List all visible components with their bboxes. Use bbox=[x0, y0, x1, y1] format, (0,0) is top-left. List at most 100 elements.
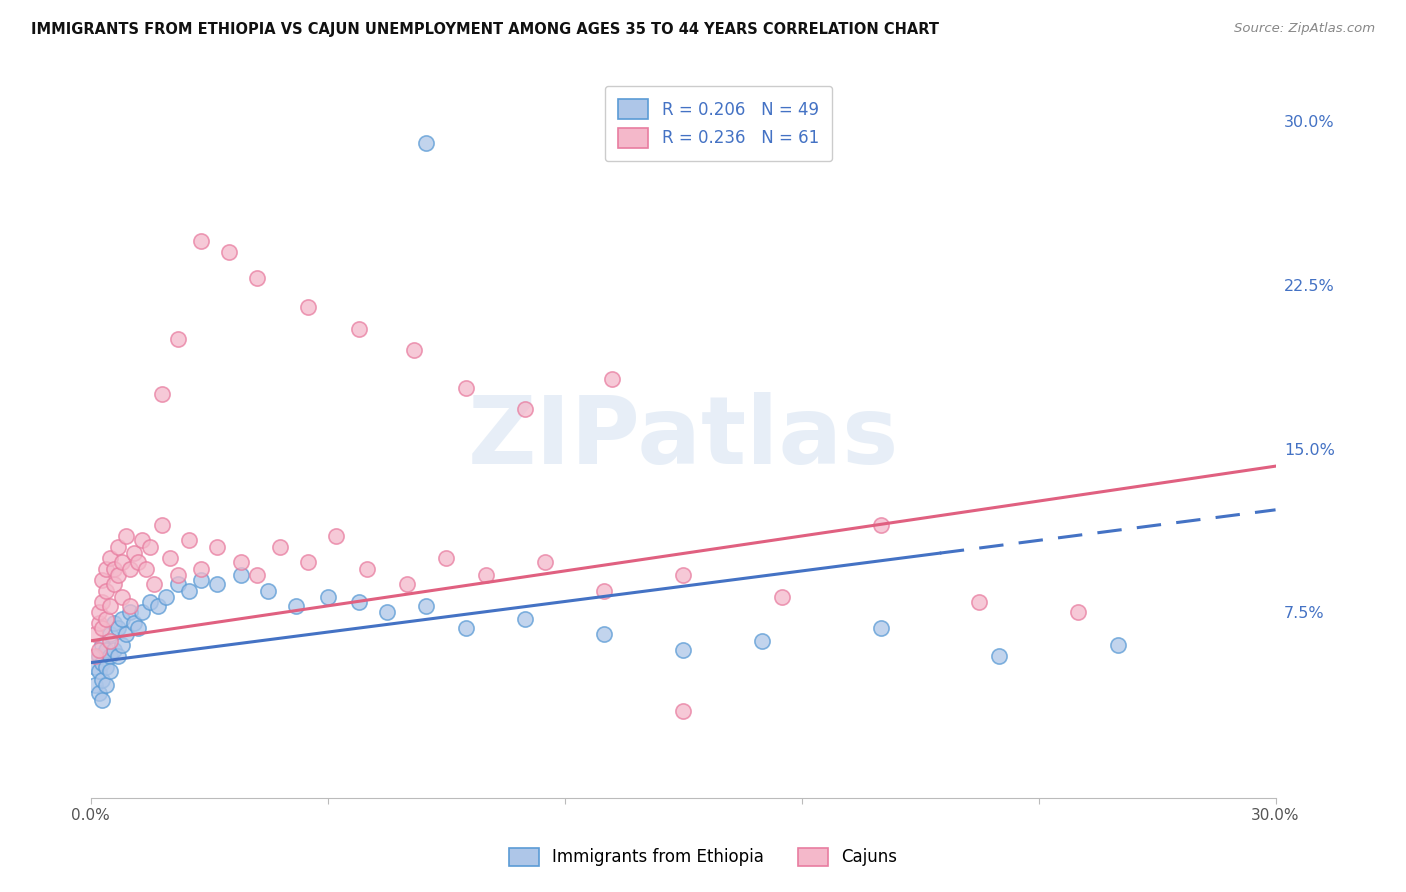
Point bbox=[245, 568, 267, 582]
Point bbox=[96, 642, 118, 657]
Point bbox=[988, 649, 1011, 664]
Point bbox=[1107, 638, 1129, 652]
Point bbox=[269, 540, 291, 554]
Point bbox=[869, 621, 891, 635]
Point bbox=[395, 577, 418, 591]
Point bbox=[91, 573, 114, 587]
Point bbox=[111, 612, 134, 626]
Point bbox=[139, 540, 162, 554]
Point bbox=[190, 234, 212, 248]
Point bbox=[751, 633, 773, 648]
Point bbox=[218, 245, 240, 260]
Point bbox=[87, 686, 110, 700]
Point bbox=[166, 333, 188, 347]
Point bbox=[87, 616, 110, 631]
Point bbox=[454, 380, 477, 394]
Point bbox=[179, 533, 201, 548]
Text: ZIPatlas: ZIPatlas bbox=[467, 392, 898, 483]
Point bbox=[325, 529, 347, 543]
Point bbox=[593, 583, 616, 598]
Point bbox=[98, 599, 121, 613]
Point bbox=[593, 627, 616, 641]
Point bbox=[83, 677, 105, 691]
Point bbox=[869, 518, 891, 533]
Point bbox=[98, 627, 121, 641]
Point bbox=[131, 533, 153, 548]
Point bbox=[513, 612, 536, 626]
Point bbox=[120, 606, 142, 620]
Point bbox=[91, 638, 114, 652]
Point bbox=[98, 665, 121, 679]
Point bbox=[122, 616, 145, 631]
Point bbox=[91, 693, 114, 707]
Point bbox=[474, 568, 496, 582]
Point bbox=[122, 547, 145, 561]
Point bbox=[103, 577, 125, 591]
Point bbox=[111, 555, 134, 569]
Point bbox=[672, 704, 695, 718]
Point bbox=[91, 621, 114, 635]
Point bbox=[96, 612, 118, 626]
Point bbox=[356, 562, 378, 576]
Point bbox=[347, 321, 370, 335]
Point bbox=[179, 583, 201, 598]
Point bbox=[103, 642, 125, 657]
Point bbox=[87, 642, 110, 657]
Point bbox=[257, 583, 280, 598]
Point bbox=[87, 606, 110, 620]
Point bbox=[454, 621, 477, 635]
Legend: R = 0.206   N = 49, R = 0.236   N = 61: R = 0.206 N = 49, R = 0.236 N = 61 bbox=[605, 86, 832, 161]
Text: Source: ZipAtlas.com: Source: ZipAtlas.com bbox=[1234, 22, 1375, 36]
Point bbox=[534, 555, 557, 569]
Point bbox=[120, 599, 142, 613]
Point bbox=[96, 583, 118, 598]
Point bbox=[190, 573, 212, 587]
Point bbox=[120, 562, 142, 576]
Point bbox=[107, 621, 129, 635]
Point bbox=[150, 387, 173, 401]
Point bbox=[107, 540, 129, 554]
Point bbox=[770, 590, 793, 604]
Point bbox=[166, 568, 188, 582]
Point bbox=[98, 550, 121, 565]
Point bbox=[205, 577, 228, 591]
Point bbox=[415, 599, 437, 613]
Point bbox=[91, 656, 114, 670]
Point bbox=[150, 518, 173, 533]
Legend: Immigrants from Ethiopia, Cajuns: Immigrants from Ethiopia, Cajuns bbox=[501, 839, 905, 875]
Point bbox=[91, 673, 114, 687]
Point bbox=[404, 343, 426, 358]
Point bbox=[98, 649, 121, 664]
Point bbox=[245, 271, 267, 285]
Point bbox=[513, 402, 536, 417]
Point bbox=[135, 562, 157, 576]
Point bbox=[103, 616, 125, 631]
Point bbox=[146, 599, 169, 613]
Point bbox=[347, 594, 370, 608]
Point bbox=[415, 136, 437, 150]
Point bbox=[127, 621, 149, 635]
Point bbox=[672, 642, 695, 657]
Point bbox=[159, 550, 181, 565]
Point bbox=[166, 577, 188, 591]
Point bbox=[115, 529, 138, 543]
Point bbox=[83, 627, 105, 641]
Point bbox=[297, 555, 319, 569]
Point bbox=[83, 649, 105, 664]
Point bbox=[155, 590, 177, 604]
Point bbox=[96, 677, 118, 691]
Point bbox=[672, 568, 695, 582]
Point bbox=[127, 555, 149, 569]
Point bbox=[142, 577, 165, 591]
Point bbox=[107, 568, 129, 582]
Point bbox=[96, 660, 118, 674]
Point bbox=[1067, 606, 1090, 620]
Point bbox=[115, 627, 138, 641]
Point bbox=[111, 590, 134, 604]
Point bbox=[131, 606, 153, 620]
Point bbox=[316, 590, 339, 604]
Point bbox=[969, 594, 991, 608]
Point bbox=[375, 606, 398, 620]
Point bbox=[83, 660, 105, 674]
Point bbox=[87, 665, 110, 679]
